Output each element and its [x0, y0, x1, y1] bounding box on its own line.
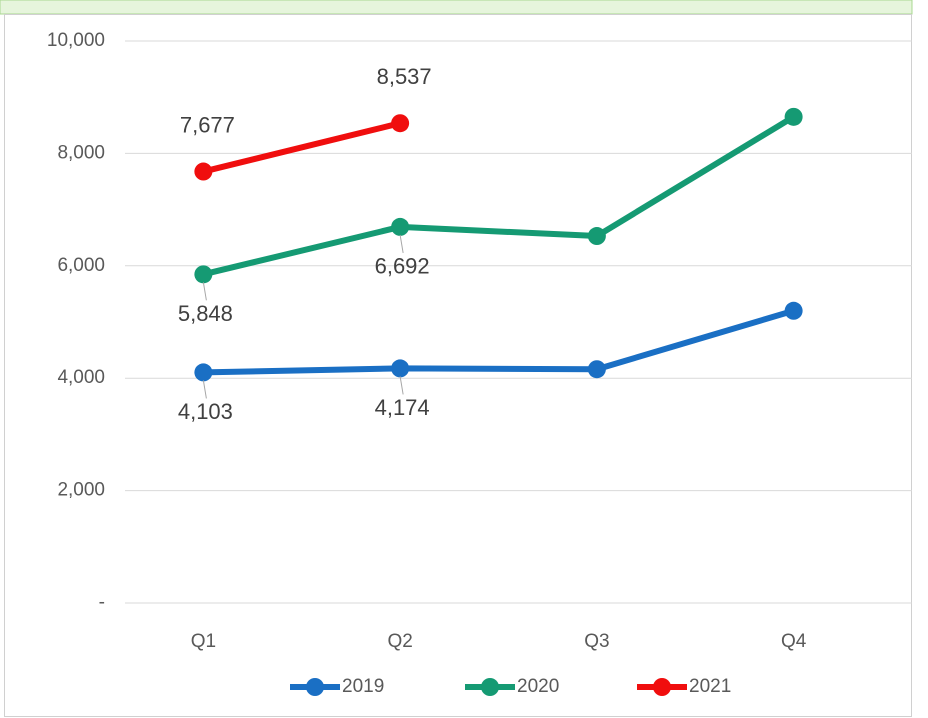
data-label: 7,677 [180, 112, 235, 137]
y-tick-label: 8,000 [57, 142, 105, 163]
legend-marker [481, 678, 499, 696]
series-line [200, 307, 797, 376]
marker [194, 162, 213, 181]
data-label: 4,103 [178, 399, 233, 424]
legend-marker [653, 678, 671, 696]
marker [587, 227, 606, 246]
marker [587, 360, 606, 379]
leader-line [202, 282, 207, 301]
x-tick-label: Q2 [387, 631, 412, 652]
data-label: 8,537 [377, 64, 432, 89]
y-tick-label: 6,000 [57, 255, 105, 276]
marker [391, 217, 410, 236]
marker [194, 363, 213, 382]
marker [784, 301, 803, 320]
y-tick-label: 2,000 [57, 480, 105, 501]
y-tick-label: - [99, 592, 105, 613]
chart-frame [4, 14, 912, 717]
legend-label: 2019 [342, 676, 384, 697]
leader-line [399, 234, 404, 253]
legend-label: 2021 [689, 676, 731, 697]
marker [391, 359, 410, 378]
marker [391, 114, 410, 133]
data-label: 4,174 [375, 395, 430, 420]
marker [784, 107, 803, 126]
data-label: 6,692 [375, 254, 430, 279]
x-tick-label: Q3 [584, 631, 609, 652]
marker [194, 265, 213, 284]
leader-line [399, 376, 404, 395]
series-line [200, 120, 404, 175]
series-line [200, 113, 797, 278]
x-tick-label: Q1 [191, 631, 216, 652]
legend-marker [306, 678, 324, 696]
data-label: 5,848 [178, 301, 233, 326]
y-tick-label: 10,000 [47, 30, 105, 51]
x-tick-label: Q4 [781, 631, 807, 652]
top-bar [0, 0, 913, 15]
y-tick-label: 4,000 [57, 367, 105, 388]
leader-line [202, 380, 207, 399]
legend-label: 2020 [517, 676, 559, 697]
